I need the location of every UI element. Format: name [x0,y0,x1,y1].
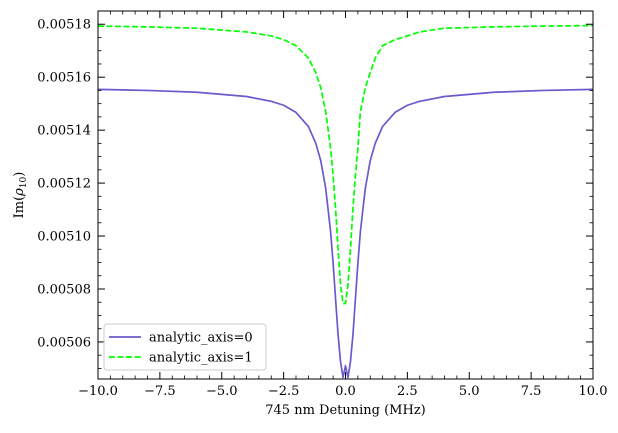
legend-box [103,323,267,371]
x-tick-label: 0.0 [335,384,356,399]
legend: analytic_axis=0 analytic_axis=1 [103,323,267,371]
y-axis-label-close: ) [12,172,27,177]
x-tick-label: −10.0 [78,384,118,399]
series-line-2 [97,24,594,305]
y-tick-label: 0.00516 [37,71,91,86]
legend-entries: analytic_axis=0 analytic_axis=1 [109,331,253,366]
x-axis-label: 745 nm Detuning (MHz) [265,403,426,418]
y-axis-label-subscript: 10 [19,176,29,188]
legend-label-2: analytic_axis=1 [149,351,253,366]
y-tick-label: 0.00518 [37,18,91,33]
y-tick-label: 0.00510 [37,230,91,245]
y-axis-label-main: Im( [12,196,27,219]
y-tick-label: 0.00514 [37,124,91,139]
y-axis-label-greek: ρ [12,188,27,197]
y-axis-label: Im(ρ10) [12,172,29,219]
x-tick-label: 10.0 [579,384,608,399]
x-tick-label: 5.0 [459,384,480,399]
legend-label-1: analytic_axis=0 [149,331,253,346]
x-tick-label: −5.0 [206,384,238,399]
plot-frame [97,10,594,380]
y-tick-label: 0.00512 [37,177,91,192]
series-line-1 [97,88,594,379]
series-layer [97,24,594,379]
x-tick-label: −7.5 [144,384,176,399]
y-tick-label: 0.00508 [37,282,91,297]
y-tick-label: 0.00506 [37,335,91,350]
x-tick-label: 7.5 [521,384,542,399]
x-tick-label: −2.5 [268,384,300,399]
x-tick-label: 2.5 [397,384,418,399]
ticks-layer: −10.0 −7.5 −5.0 −2.5 0.0 2.5 5.0 7.5 10.0 0.00506… [37,10,608,399]
